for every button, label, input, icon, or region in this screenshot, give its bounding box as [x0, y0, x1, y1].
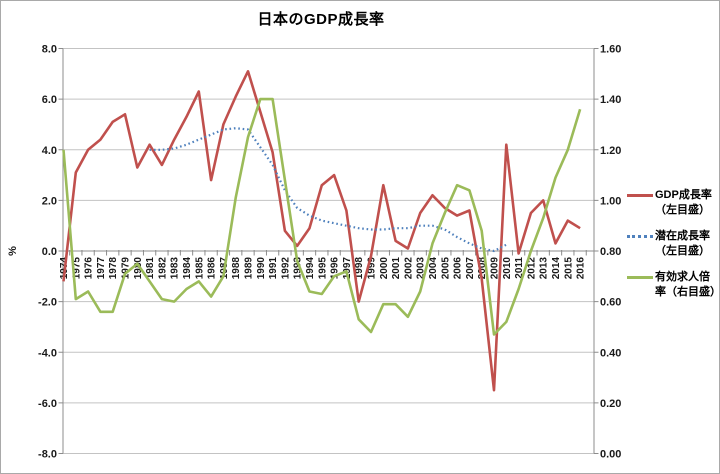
x-axis-year-label: 1975	[71, 257, 82, 280]
x-axis-year-label: 2011	[514, 257, 525, 279]
x-axis-year-label: 1993	[293, 257, 304, 280]
left-axis-tick-label: 0.0	[42, 246, 57, 258]
x-axis-year-label: 2007	[465, 257, 476, 280]
legend-label-line: 潜在成長率	[655, 230, 710, 242]
chart-legend: GDP成長率 （左目盛） 潜在成長率 （左目盛） 有効求人倍 率（右目盛）	[627, 188, 720, 311]
x-axis-year-label: 1980	[133, 257, 144, 280]
left-axis-tick-label: 8.0	[42, 44, 57, 56]
x-axis-year-label: 1988	[231, 257, 242, 280]
left-axis-tick-label: -2.0	[38, 297, 57, 309]
left-axis-tick-label: 6.0	[42, 94, 57, 106]
series-gdp-growth-line	[62, 70, 581, 392]
x-axis-year-label: 1997	[342, 257, 353, 280]
x-axis-year-label: 2009	[490, 257, 501, 280]
right-axis-tick-label: 1.40	[600, 94, 621, 106]
right-axis-tick-label: 1.00	[600, 195, 621, 207]
legend-label-potential-growth: 潜在成長率 （左目盛）	[655, 229, 710, 259]
x-axis-year-label: 1977	[96, 257, 107, 280]
right-axis-tick-label: 0.20	[600, 398, 621, 410]
legend-label-line: 率（右目盛）	[655, 286, 720, 298]
legend-label-gdp-growth: GDP成長率 （左目盛）	[655, 188, 712, 218]
x-axis-year-label: 1995	[317, 257, 328, 280]
x-axis-year-label: 1986	[207, 257, 218, 280]
x-axis-year-label: 2013	[539, 257, 550, 280]
x-axis-year-label: 2012	[526, 257, 537, 280]
legend-swatch-potential-growth	[627, 235, 653, 238]
x-axis-year-label: 1989	[244, 257, 255, 280]
right-axis-tick-label: 1.60	[600, 44, 621, 56]
left-axis-tick-label: -8.0	[38, 449, 57, 461]
left-axis-tick-label: -6.0	[38, 398, 57, 410]
x-axis-year-label: 1985	[194, 257, 205, 280]
x-axis-year-label: 1976	[84, 257, 95, 280]
x-axis-year-label: 2014	[551, 257, 562, 280]
right-axis-tick-label: 0.60	[600, 297, 621, 309]
legend-item-job-openings-ratio: 有効求人倍 率（右目盛）	[627, 270, 720, 300]
right-axis-tick-label: 0.40	[600, 347, 621, 359]
x-axis-year-label: 1998	[354, 257, 365, 280]
legend-swatch-job-openings-ratio	[627, 276, 653, 279]
x-axis-year-label: 2004	[428, 257, 439, 280]
x-axis-year-label: 2016	[576, 257, 587, 280]
x-axis-year-label: 1999	[367, 257, 378, 280]
x-axis-year-label: 1994	[305, 257, 316, 280]
legend-label-job-openings-ratio: 有効求人倍 率（右目盛）	[655, 270, 720, 300]
x-axis-year-label: 1981	[145, 257, 156, 280]
x-axis-year-label: 2000	[379, 257, 390, 280]
legend-label-line: （左目盛）	[655, 245, 710, 257]
x-axis-year-label: 1991	[268, 257, 279, 280]
left-axis-tick-label: -4.0	[38, 347, 57, 359]
x-axis-year-label: 2010	[502, 257, 513, 280]
right-axis-tick-label: 0.00	[600, 449, 621, 461]
left-axis-tick-label: 2.0	[42, 195, 57, 207]
x-axis-year-label: 2001	[391, 257, 402, 280]
chart-title: 日本のGDP成長率	[257, 11, 385, 28]
legend-item-gdp-growth: GDP成長率 （左目盛）	[627, 188, 719, 218]
series-potential-growth-line	[149, 127, 507, 253]
x-axis-year-label: 1990	[256, 257, 267, 280]
right-axis-tick-label: 0.80	[600, 246, 621, 258]
x-axis-year-label: 2008	[477, 257, 488, 280]
x-axis-year-label: 1984	[182, 257, 193, 280]
x-axis-year-label: 1982	[157, 257, 168, 280]
x-axis-year-label: 2015	[563, 257, 574, 280]
series-job-openings-ratio-line	[62, 97, 582, 336]
x-axis-year-label: 1979	[121, 257, 132, 280]
x-axis-year-label: 1996	[330, 257, 341, 280]
legend-swatch-gdp-growth	[627, 194, 653, 197]
x-axis-year-label: 1983	[170, 257, 181, 280]
legend-label-line: GDP成長率	[655, 189, 712, 201]
legend-label-line: 有効求人倍	[655, 271, 710, 283]
x-axis-year-label: 2005	[440, 257, 451, 280]
x-axis-year-label: 2003	[416, 257, 427, 280]
x-axis-year-label: 2002	[403, 257, 414, 280]
x-axis-year-label: 1992	[280, 257, 291, 280]
x-axis-year-label: 2006	[453, 257, 464, 280]
x-axis-year-label: 1978	[108, 257, 119, 280]
right-axis-tick-label: 1.20	[600, 145, 621, 157]
legend-item-potential-growth: 潜在成長率 （左目盛）	[627, 229, 719, 259]
left-axis-title: %	[7, 246, 19, 256]
legend-label-line: （左目盛）	[655, 204, 710, 216]
left-axis-tick-label: 4.0	[42, 145, 57, 157]
